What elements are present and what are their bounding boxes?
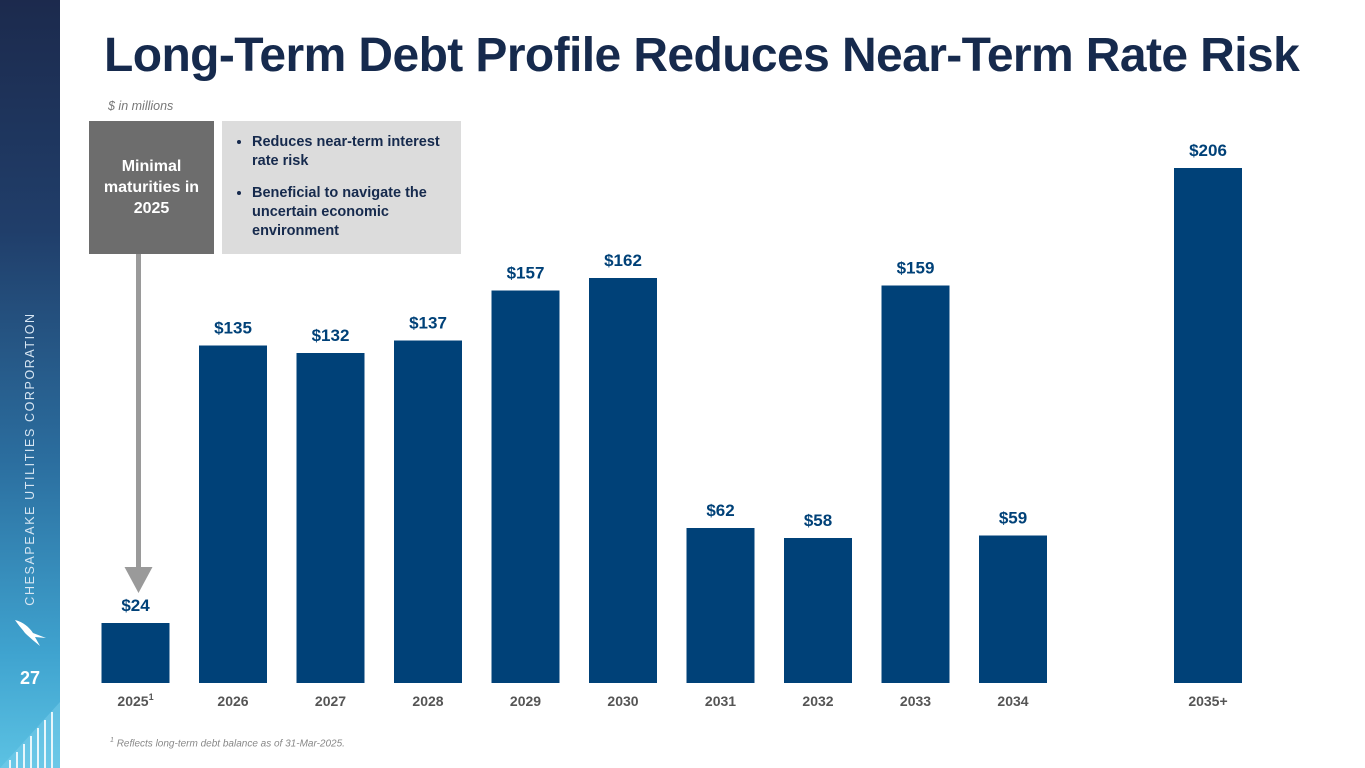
bar-2031 [686, 528, 755, 683]
data-label: $58 [804, 511, 832, 530]
bar-2032 [784, 538, 852, 683]
data-label: $162 [604, 251, 642, 270]
data-label: $157 [507, 264, 545, 283]
bar-2027 [296, 353, 365, 683]
bullet-list: Reduces near-term interest rate risk Ben… [234, 133, 449, 241]
company-logo-icon [15, 620, 46, 646]
callout-label: Minimal maturities in 2025 [103, 158, 200, 217]
units-note: $ in millions [108, 99, 174, 113]
tick-label: 2031 [705, 693, 736, 709]
data-label: $24 [121, 596, 150, 615]
tick-label: 20251 [117, 692, 153, 709]
data-label: $135 [214, 319, 252, 338]
tick-label: 2027 [315, 693, 346, 709]
tick-label: 2030 [607, 693, 638, 709]
tick-label: 2029 [510, 693, 541, 709]
data-label: $137 [409, 314, 447, 333]
footnote: 1 Reflects long-term debt balance as of … [110, 737, 345, 749]
tick-label: 2033 [900, 693, 931, 709]
data-label: $62 [706, 501, 734, 520]
data-label: $159 [897, 259, 935, 278]
page-title: Long-Term Debt Profile Reduces Near-Term… [104, 29, 1300, 82]
bar-2034 [979, 535, 1047, 683]
bar-2026 [199, 345, 267, 683]
tick-label: 2026 [217, 693, 248, 709]
bullet-item: Beneficial to navigate the uncertain eco… [252, 184, 449, 241]
down-arrow-icon [124, 567, 153, 593]
bar-2029 [491, 290, 560, 683]
bar-2028 [394, 340, 462, 683]
decorative-bars-icon [0, 702, 60, 768]
data-label: $132 [312, 326, 350, 345]
bar-2025 [101, 623, 170, 683]
bar-2030 [589, 278, 657, 683]
footnote-marker: 1 [110, 737, 114, 744]
sidebar: CHESAPEAKE UTILITIES CORPORATION 27 [0, 0, 60, 768]
footnote-text: Reflects long-term debt balance as of 31… [116, 738, 345, 750]
tick-label: 2034 [997, 693, 1028, 709]
bar-2033 [881, 285, 950, 683]
bullet-item: Reduces near-term interest rate risk [252, 133, 449, 171]
data-label: $206 [1189, 141, 1227, 160]
bullet-box: Reduces near-term interest rate risk Ben… [222, 121, 461, 254]
tick-label: 2032 [802, 693, 833, 709]
bar-2035+ [1174, 168, 1242, 683]
page-number: 27 [19, 668, 41, 688]
data-label: $59 [999, 509, 1027, 528]
tick-label: 2035+ [1188, 693, 1227, 709]
callout-box: Minimal maturities in 2025 [89, 121, 214, 254]
tick-label: 2028 [412, 693, 443, 709]
